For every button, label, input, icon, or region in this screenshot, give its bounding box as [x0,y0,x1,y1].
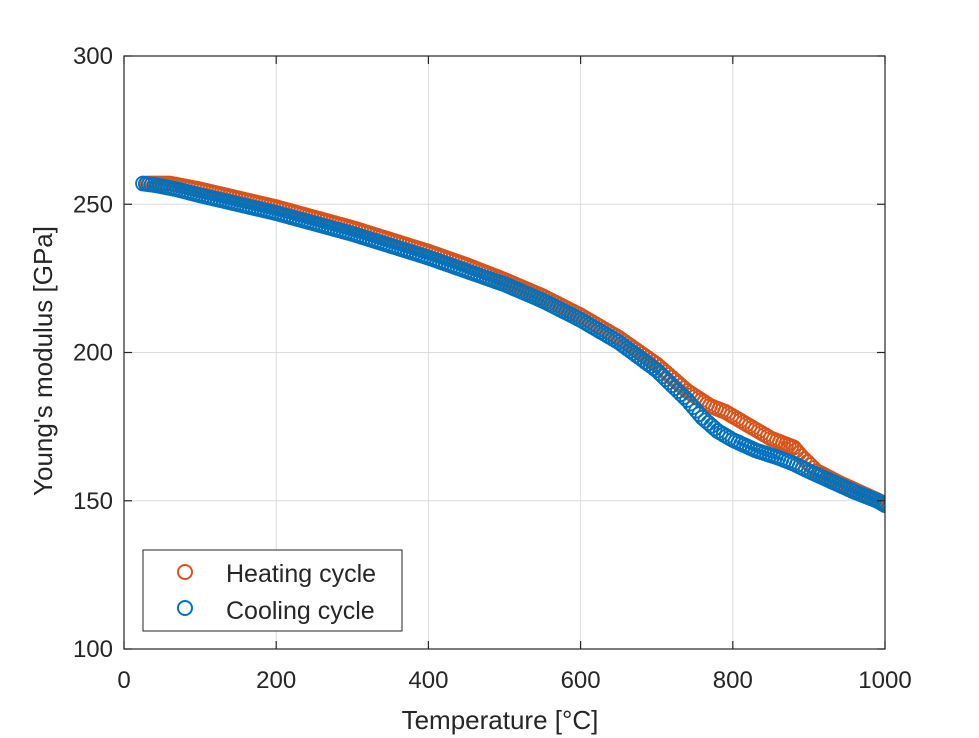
x-tick-label: 0 [117,667,130,694]
y-tick-label: 250 [73,191,113,218]
legend-marker-cooling [177,600,193,616]
legend-marker-heating [177,564,193,580]
y-tick-label: 100 [73,636,113,663]
y-tick-label: 300 [73,43,113,70]
series-layer [135,175,885,514]
axis-ticks [123,55,886,650]
series-cooling [135,175,885,514]
tick-labels: 0 200 400 600 800 1000 100 150 200 250 300 [73,43,912,694]
cooling-point [877,497,885,514]
legend-label-heating: Heating cycle [226,560,376,588]
legend-box [142,549,403,632]
y-tick-label: 150 [73,488,113,515]
legend: Heating cycle Cooling cycle [142,549,403,632]
legend-label-cooling: Cooling cycle [226,597,375,625]
y-tick-label: 200 [73,340,113,367]
x-tick-label: 800 [713,667,753,694]
y-axis-label: Young's modulus [GPa] [28,226,58,496]
cooling-point [874,495,885,512]
x-tick-label: 400 [408,667,448,694]
x-tick-label: 600 [561,667,601,694]
x-tick-label: 200 [256,667,296,694]
x-tick-label: 1000 [858,667,911,694]
x-axis-label: Temperature [°C] [402,705,599,735]
